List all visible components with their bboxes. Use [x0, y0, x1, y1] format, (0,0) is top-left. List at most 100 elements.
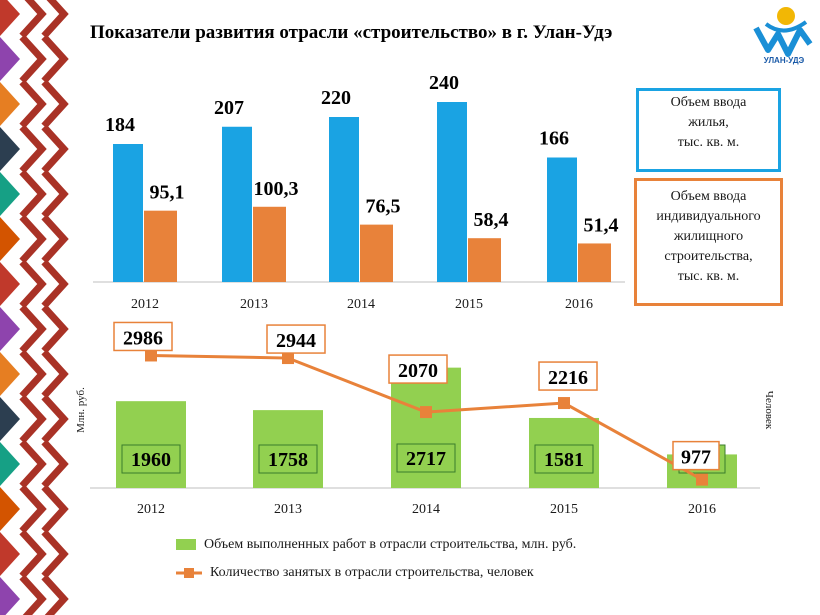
legend-line: Объем ввода [670, 95, 747, 110]
x-tick-label: 2016 [688, 502, 716, 517]
data-label-individual: 76,5 [366, 196, 401, 218]
ornament-chevron [41, 439, 69, 489]
ornament-shape [0, 307, 20, 351]
logo-text: УЛАН-УДЭ [763, 56, 805, 65]
ornament-shape [0, 352, 20, 396]
ornament-chevron [19, 34, 47, 84]
ornament-chevron [19, 124, 47, 174]
legend-line: строительства, [664, 249, 753, 264]
ornament-chevron [41, 0, 69, 39]
ornament-shape [0, 82, 20, 126]
legend-works: Объем выполненных работ в отрасли строит… [176, 537, 576, 553]
legend-line: индивидуального [656, 209, 761, 224]
bar-individual [253, 206, 286, 282]
x-tick-label: 2015 [455, 297, 483, 312]
green-swatch-icon [176, 539, 196, 551]
data-label-works: 1758 [268, 449, 308, 471]
x-tick-label: 2013 [274, 502, 302, 517]
data-label-box-employed [388, 354, 448, 384]
ornament-chevron [41, 79, 69, 129]
x-tick-label: 2014 [412, 502, 440, 517]
data-label-employed: 2070 [398, 360, 438, 382]
data-label-box-employed [672, 440, 720, 471]
legend-line: жилищного [673, 229, 744, 244]
ornament-shape [0, 217, 20, 261]
ornament-chevron [19, 484, 47, 534]
employed-marker [145, 349, 157, 362]
data-label-works: 1960 [131, 449, 171, 471]
data-label-housing: 207 [214, 97, 244, 119]
bar-individual [360, 224, 393, 282]
ornament-chevron [41, 304, 69, 354]
legend-line: Объем ввода [670, 189, 747, 204]
data-label-individual: 95,1 [150, 182, 185, 204]
data-label-works: 1581 [544, 449, 584, 471]
legend-box-housing: Объем ввода жилья, тыс. кв. м. [636, 88, 781, 172]
bar-individual [578, 243, 611, 282]
ornament-chevron [41, 529, 69, 579]
ulan-ude-logo-icon [753, 7, 813, 57]
ornament-shape [0, 487, 20, 531]
x-tick-label: 2015 [550, 502, 578, 517]
data-label-housing: 240 [429, 72, 459, 94]
x-tick-label: 2014 [347, 297, 375, 312]
ornament-chevron [19, 259, 47, 309]
ornament-shape [0, 397, 20, 441]
ornament-chevron [19, 574, 47, 615]
data-label-employed: 977 [681, 447, 711, 469]
ornament-chevron [41, 574, 69, 615]
ornament-chevron [19, 0, 47, 39]
data-label-individual: 58,4 [474, 209, 509, 231]
ornament-chevron [19, 169, 47, 219]
ornament-shape [0, 127, 20, 171]
legend-line: тыс. кв. м. [677, 135, 740, 150]
ornament-shape [0, 262, 20, 306]
data-label-box-works [121, 444, 181, 474]
ornament-shape [0, 0, 20, 36]
data-label-box-works [396, 443, 456, 473]
data-label-housing: 220 [321, 87, 351, 109]
y-axis-label-right: Человек [763, 391, 775, 430]
data-label-individual: 51,4 [584, 214, 619, 236]
bar-housing [113, 144, 143, 282]
ornament-chevron [19, 214, 47, 264]
ornament-shape [0, 577, 20, 615]
employed-marker [282, 352, 294, 365]
ornament-chevron [41, 169, 69, 219]
employed-marker [558, 397, 570, 410]
bar-individual [468, 238, 501, 282]
data-label-box-employed [113, 321, 173, 352]
legend-employed: Количество занятых в отрасли строительст… [176, 565, 534, 581]
ornament-chevron [41, 214, 69, 264]
bar-housing [437, 102, 467, 282]
employed-marker [696, 473, 708, 486]
ornament-chevron [41, 259, 69, 309]
data-label-box-works [534, 444, 594, 474]
legend-box-individual: Объем ввода индивидуального жилищного ст… [634, 178, 783, 306]
bar-individual [144, 210, 177, 282]
data-label-individual: 100,3 [254, 178, 299, 200]
ornament-chevron [19, 304, 47, 354]
ornament-chevron [19, 394, 47, 444]
data-label-box-works [258, 444, 318, 474]
data-label-works: 2717 [406, 448, 446, 470]
data-label-employed: 2944 [276, 330, 316, 352]
page-title: Показатели развития отрасли «строительст… [90, 22, 613, 43]
x-tick-label: 2016 [565, 297, 593, 312]
ornament-shape [0, 37, 20, 81]
data-label-box-employed [538, 361, 598, 391]
data-label-employed: 2986 [123, 327, 163, 349]
ornament-shape [0, 532, 20, 576]
data-label-employed: 2216 [548, 367, 588, 389]
x-tick-label: 2012 [137, 502, 165, 517]
bar-housing [329, 117, 359, 282]
x-tick-label: 2012 [131, 297, 159, 312]
ornament-chevron [19, 79, 47, 129]
ornament-chevron [41, 34, 69, 84]
orange-line-marker-icon [176, 567, 202, 578]
ornament-shape [0, 442, 20, 486]
